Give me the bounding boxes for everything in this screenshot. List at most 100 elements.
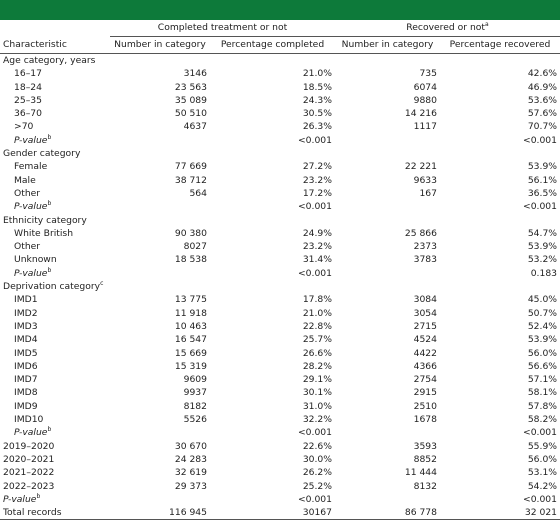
row-label: P-valueb — [0, 267, 110, 280]
row-label: IMD2 — [0, 307, 110, 320]
value-cell: 2754 — [335, 373, 440, 386]
cell-text: 52.4% — [527, 320, 558, 332]
value-cell: 29.1% — [210, 373, 335, 386]
cell-text: 14 216 — [404, 108, 437, 120]
value-cell: 35 089 — [110, 94, 210, 107]
footnote-marker: a — [485, 21, 489, 29]
cell-text: 30 670 — [174, 440, 207, 452]
footnote-marker: b — [47, 426, 52, 434]
value-cell: 8132 — [335, 480, 440, 493]
row-label-text: Other — [14, 241, 41, 253]
cell-text: 1117 — [413, 121, 437, 133]
value-cell: 56.6% — [440, 360, 560, 373]
value-cell: 36.5% — [440, 187, 560, 200]
data-row: P-valueb <0.001 <0.001 — [0, 493, 560, 506]
data-row: P-valueb <0.001 <0.001 — [0, 134, 560, 147]
value-cell: 56.0% — [440, 453, 560, 466]
value-cell: 32.2% — [210, 413, 335, 426]
row-label-text: IMD10 — [14, 414, 44, 426]
row-label: 16–17 — [0, 67, 110, 80]
row-label-text: IMD1 — [14, 294, 38, 306]
group-header-text: Recovered or not — [406, 22, 486, 34]
cell-text: 22 221 — [404, 161, 437, 173]
data-row: 2020–2021 24 283 30.0% 8852 56.0% — [0, 453, 560, 466]
row-label: 2021–2022 — [0, 466, 110, 479]
value-cell: 31.0% — [210, 400, 335, 413]
value-cell: 52.4% — [440, 320, 560, 333]
row-label-text: IMD5 — [14, 347, 38, 359]
value-cell: <0.001 — [210, 493, 335, 506]
row-label-text: IMD6 — [14, 360, 38, 372]
cell-text: 54.2% — [527, 480, 558, 492]
row-label-text: 25–35 — [14, 94, 42, 106]
value-cell: 14 216 — [335, 107, 440, 120]
value-cell: 25 866 — [335, 227, 440, 240]
data-row: Other 564 17.2% 167 36.5% — [0, 187, 560, 200]
cell-text: 18.5% — [302, 81, 332, 93]
cell-text: 4366 — [413, 360, 437, 372]
row-label: 36–70 — [0, 107, 110, 120]
value-cell: 26.6% — [210, 347, 335, 360]
value-cell: 9633 — [335, 174, 440, 187]
column-header: Percentage completed — [210, 36, 335, 54]
cell-text: 24 283 — [174, 453, 207, 465]
value-cell: 42.6% — [440, 67, 560, 80]
cell-text: 53.9% — [527, 161, 558, 173]
footnote-marker: b — [47, 133, 52, 141]
value-cell: 31.4% — [210, 253, 335, 266]
value-cell — [110, 134, 210, 147]
data-row: IMD10 5526 32.2% 1678 58.2% — [0, 413, 560, 426]
section-heading: Deprivation categoryc — [0, 280, 560, 293]
cell-text: 23 563 — [174, 81, 207, 93]
column-header-text: Percentage completed — [220, 39, 325, 51]
cell-text: 4422 — [413, 347, 437, 359]
cell-text: 167 — [419, 187, 437, 199]
row-label-text: Unknown — [14, 254, 57, 266]
row-label-text: 2019–2020 — [3, 440, 55, 452]
cell-text: 25.2% — [302, 480, 332, 492]
cell-text: 22.8% — [302, 320, 332, 332]
value-cell: 15 319 — [110, 360, 210, 373]
cell-text: 86 778 — [404, 507, 437, 519]
row-label-text: >70 — [14, 121, 34, 133]
value-cell: <0.001 — [440, 200, 560, 213]
cell-text: 23.2% — [302, 241, 332, 253]
row-label-text: IMD4 — [14, 334, 38, 346]
cell-text: 735 — [419, 68, 437, 80]
cell-text: 31.0% — [302, 400, 332, 412]
value-cell: 116 945 — [110, 506, 210, 521]
row-label-text: 18–24 — [14, 81, 42, 93]
row-label-text: P-value — [14, 134, 48, 146]
value-cell: <0.001 — [210, 200, 335, 213]
cell-text: 3783 — [413, 254, 437, 266]
value-cell: 32 021 — [440, 506, 560, 521]
data-row: P-valueb <0.001 <0.001 — [0, 426, 560, 439]
cell-text: 36.5% — [527, 187, 558, 199]
row-label-text: P-value — [14, 267, 48, 279]
cell-text: 31.4% — [302, 254, 332, 266]
data-row: Male 38 712 23.2% 9633 56.1% — [0, 174, 560, 187]
value-cell: 77 669 — [110, 160, 210, 173]
cell-text: 1678 — [413, 414, 437, 426]
row-label-text: Total records — [3, 507, 62, 519]
cell-text: 56.6% — [527, 360, 558, 372]
cell-text: 56.1% — [527, 174, 558, 186]
value-cell: 57.1% — [440, 373, 560, 386]
row-label: IMD4 — [0, 333, 110, 346]
value-cell: 56.0% — [440, 347, 560, 360]
column-header: Number in category — [110, 36, 210, 54]
data-row: IMD3 10 463 22.8% 2715 52.4% — [0, 320, 560, 333]
cell-text: 24.3% — [302, 94, 332, 106]
value-cell: 2510 — [335, 400, 440, 413]
value-cell: <0.001 — [210, 267, 335, 280]
value-cell: 15 669 — [110, 347, 210, 360]
value-cell: 5526 — [110, 413, 210, 426]
value-cell: 22 221 — [335, 160, 440, 173]
cell-text: 17.2% — [302, 187, 332, 199]
value-cell: 24.9% — [210, 227, 335, 240]
value-cell: 27.2% — [210, 160, 335, 173]
value-cell: 8182 — [110, 400, 210, 413]
section-heading-text: Age category, years — [3, 55, 96, 66]
column-header-text: Number in category — [114, 39, 206, 51]
cell-text: 2715 — [413, 320, 437, 332]
